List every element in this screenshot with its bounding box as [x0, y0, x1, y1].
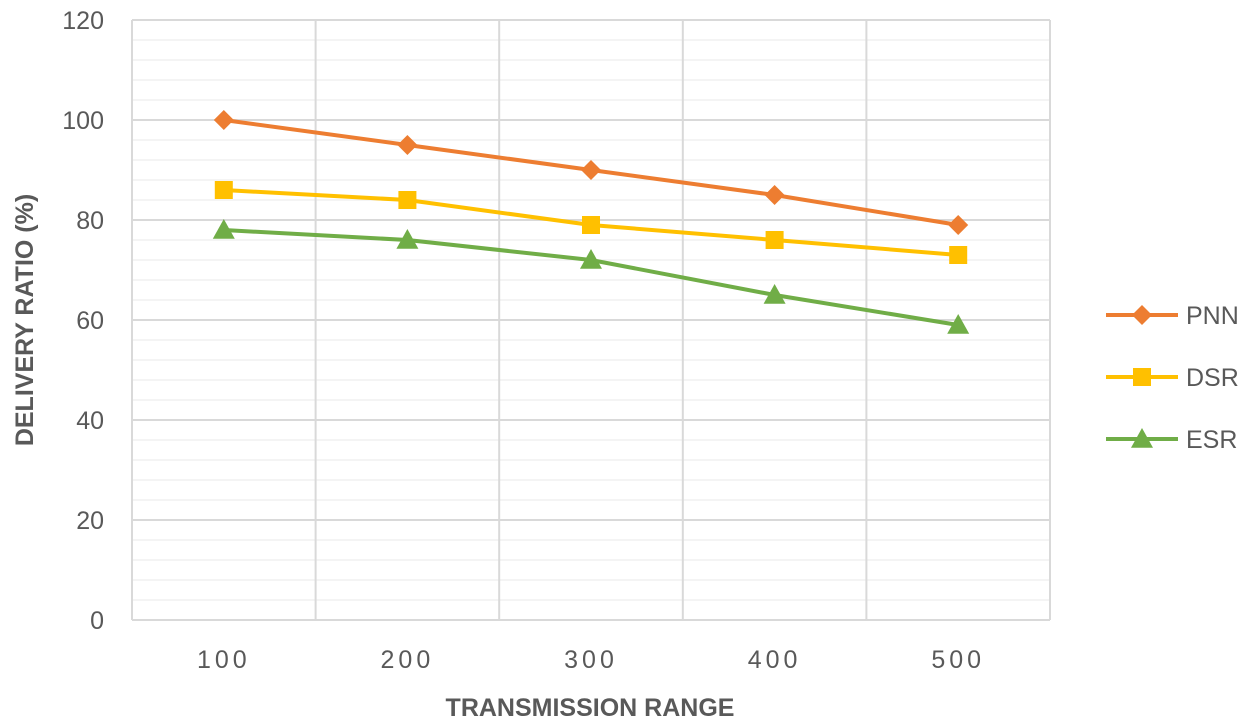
- series-pnn: [213, 110, 969, 235]
- data-point-esr: [580, 249, 602, 269]
- data-point-pnn: [581, 160, 601, 180]
- x-tick-label: 200: [381, 646, 435, 674]
- data-point-pnn: [948, 215, 969, 235]
- legend-item-pnn: PNN: [1106, 302, 1239, 330]
- y-tick-label: 80: [76, 207, 104, 235]
- y-axis-tick-labels: 0 20 40 60 80 100 120: [62, 7, 104, 635]
- data-point-pnn: [397, 135, 418, 155]
- data-point-pnn: [764, 185, 785, 205]
- x-tick-label: 100: [197, 646, 251, 674]
- data-point-esr: [396, 229, 419, 249]
- data-point-dsr: [582, 216, 600, 234]
- y-tick-label: 120: [62, 7, 104, 35]
- y-tick-label: 60: [76, 307, 104, 335]
- legend-label-dsr: DSR: [1186, 364, 1239, 392]
- x-tick-label: 400: [748, 646, 802, 674]
- series-esr: [212, 219, 970, 334]
- data-point-esr: [763, 284, 786, 304]
- data-point-dsr: [398, 191, 417, 209]
- series-dsr: [214, 181, 968, 264]
- legend-item-esr: ESR: [1106, 426, 1237, 454]
- legend-marker-esr: [1131, 428, 1153, 448]
- x-axis-tick-labels: 100 200 300 400 500: [197, 646, 985, 674]
- x-tick-label: 500: [931, 646, 985, 674]
- data-point-esr: [212, 219, 235, 239]
- data-point-dsr: [765, 231, 784, 249]
- legend: PNN DSR ESR: [1106, 302, 1239, 454]
- y-tick-label: 20: [76, 507, 104, 535]
- legend-marker-dsr: [1133, 368, 1151, 386]
- y-axis-title: DELIVERY RATIO (%): [11, 194, 39, 446]
- x-axis-title: TRANSMISSION RANGE: [446, 694, 735, 722]
- x-tick-label: 300: [564, 646, 618, 674]
- y-tick-label: 100: [62, 107, 104, 135]
- legend-marker-pnn: [1132, 305, 1152, 325]
- series-layer: [212, 110, 970, 334]
- data-point-pnn: [213, 110, 234, 130]
- legend-label-pnn: PNN: [1186, 302, 1239, 330]
- data-point-dsr: [214, 181, 233, 199]
- legend-item-dsr: DSR: [1106, 364, 1239, 392]
- legend-label-esr: ESR: [1186, 426, 1237, 454]
- major-gridlines: [132, 19, 1050, 621]
- y-tick-label: 0: [90, 607, 104, 635]
- vertical-gridlines: [131, 20, 1051, 620]
- y-tick-label: 40: [76, 407, 104, 435]
- data-point-esr: [947, 314, 970, 334]
- data-point-dsr: [949, 246, 968, 264]
